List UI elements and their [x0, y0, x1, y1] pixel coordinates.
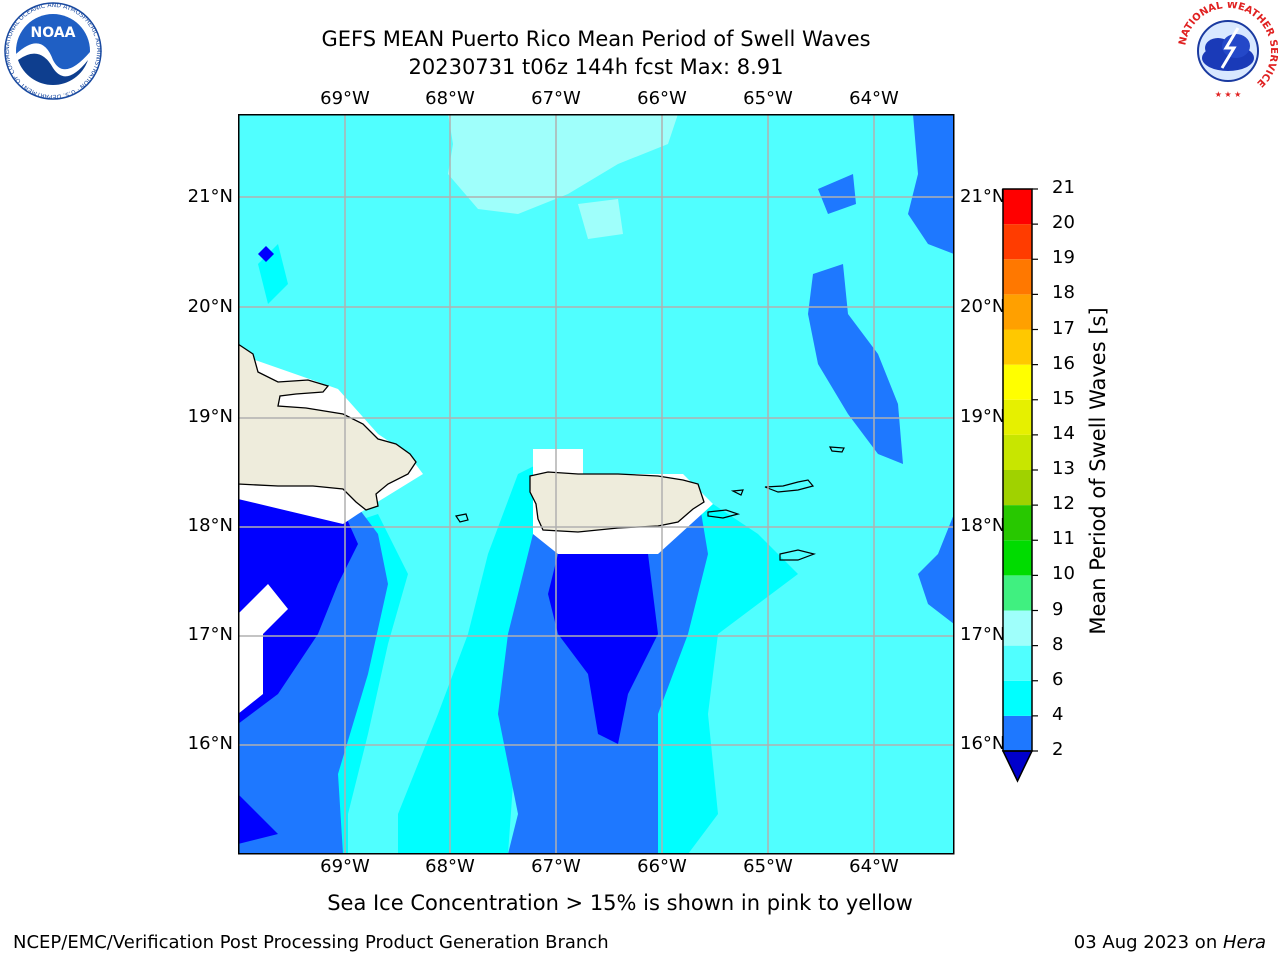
field-under2-southwest	[238, 499, 358, 724]
colorbar-segment	[1003, 434, 1032, 470]
lon-label-bottom: 68°W	[425, 856, 475, 877]
lon-label-top: 68°W	[425, 88, 475, 109]
lon-label-top: 65°W	[743, 88, 793, 109]
land-hispaniola	[238, 343, 417, 511]
colorbar-tick-label: 12	[1052, 493, 1075, 515]
colorbar-tick-label: 14	[1052, 422, 1075, 444]
colorbar-segment	[1003, 189, 1032, 225]
nws-logo: NATIONAL WEATHER SERVICE ★ ★ ★	[1178, 2, 1278, 99]
lat-label-right: 20°N	[960, 296, 1006, 317]
colorbar-tick-label: 6	[1052, 668, 1064, 690]
lon-label-bottom: 69°W	[320, 856, 370, 877]
lon-label-bottom: 65°W	[743, 856, 793, 877]
lat-label-left: 17°N	[187, 624, 233, 645]
chart-subtitle: 20230731 t06z 144h fcst Max: 8.91	[408, 55, 784, 79]
island-anegada	[828, 446, 845, 453]
colorbar-tick-label: 17	[1052, 317, 1075, 339]
lat-label-right: 17°N	[960, 624, 1006, 645]
field-8-9-north2	[578, 199, 623, 239]
land-puerto-rico	[529, 471, 705, 533]
colorbar-segment	[1003, 575, 1032, 611]
chart-title: GEFS MEAN Puerto Rico Mean Period of Swe…	[321, 27, 871, 51]
lat-label-right: 16°N	[960, 733, 1006, 754]
island-stcroix	[779, 549, 817, 561]
field-2-4-east-band	[808, 264, 903, 464]
island-mona	[455, 513, 469, 523]
colorbar-tick-label: 18	[1052, 282, 1075, 304]
footer-host: Hera	[1222, 932, 1266, 953]
lon-label-bottom: 67°W	[531, 856, 581, 877]
island-vieques	[707, 509, 741, 519]
swell-period-map	[238, 114, 955, 855]
field-8-9-north	[448, 114, 678, 214]
lat-label-right: 18°N	[960, 515, 1006, 536]
colorbar-segment	[1003, 540, 1032, 576]
colorbar	[1001, 188, 1038, 783]
field-under2-nw-dot	[258, 246, 274, 262]
map-frame	[238, 114, 955, 855]
field-2-4-northeast	[908, 114, 954, 254]
footer-credit: NCEP/EMC/Verification Post Processing Pr…	[13, 932, 609, 953]
svg-text:★ ★ ★: ★ ★ ★	[1215, 90, 1242, 99]
island-virgin-2	[764, 479, 815, 493]
colorbar-tick-label: 16	[1052, 352, 1075, 374]
colorbar-tick-label: 19	[1052, 247, 1075, 269]
lon-label-bottom: 64°W	[849, 856, 899, 877]
lon-label-bottom: 66°W	[637, 856, 687, 877]
field-2-4-east-edge	[918, 514, 954, 624]
colorbar-tick-label: 13	[1052, 458, 1075, 479]
colorbar-segment	[1003, 259, 1032, 295]
noaa-logo: NATIONAL OCEANIC AND ATMOSPHERIC ADMINIS…	[2, 2, 102, 100]
colorbar-segment	[1003, 680, 1032, 716]
colorbar-tick-label: 2	[1052, 739, 1064, 760]
colorbar-tick-label: 4	[1052, 703, 1064, 725]
lat-label-left: 16°N	[187, 733, 233, 754]
field-2-4-ne-small	[818, 174, 856, 214]
colorbar-tick-label: 10	[1052, 563, 1075, 585]
graticule	[238, 114, 954, 854]
lat-label-right: 19°N	[960, 406, 1006, 427]
colorbar-tick-label: 11	[1052, 528, 1075, 550]
colorbar-segment	[1003, 505, 1032, 541]
colorbar-segment	[1003, 224, 1032, 260]
footer-date-text: 03 Aug 2023 on	[1073, 932, 1223, 953]
colorbar-segment	[1003, 364, 1032, 400]
lon-label-top: 66°W	[637, 88, 687, 109]
lon-label-top: 64°W	[849, 88, 899, 109]
lat-label-right: 21°N	[960, 186, 1006, 207]
lat-label-left: 21°N	[187, 186, 233, 207]
colorbar-tick-label: 15	[1052, 387, 1075, 409]
colorbar-segment	[1003, 399, 1032, 435]
ice-note: Sea Ice Concentration > 15% is shown in …	[327, 891, 913, 915]
colorbar-tick-label: 8	[1052, 633, 1064, 655]
field-under2-south	[548, 554, 658, 744]
colorbar-segment	[1003, 470, 1032, 506]
island-virgin-1	[730, 489, 744, 496]
field-under2-sw-corner	[238, 794, 278, 844]
colorbar-segment	[1003, 329, 1032, 365]
field-4-6-central	[398, 454, 568, 854]
lon-label-top: 67°W	[531, 88, 581, 109]
lat-label-left: 18°N	[187, 515, 233, 536]
colorbar-segment	[1003, 715, 1032, 751]
lat-label-left: 19°N	[187, 406, 233, 427]
colorbar-under-triangle	[1001, 750, 1034, 783]
colorbar-segment	[1003, 645, 1032, 681]
noaa-logo-text: NOAA	[31, 25, 76, 41]
lat-label-left: 20°N	[187, 296, 233, 317]
colorbar-tick-label: 9	[1052, 598, 1064, 620]
colorbar-segment	[1003, 294, 1032, 330]
land-mask-sw	[238, 584, 288, 714]
lon-label-top: 69°W	[320, 88, 370, 109]
colorbar-tick-label: 21	[1052, 177, 1075, 198]
footer-date: 03 Aug 2023 on Hera	[1074, 932, 1266, 953]
colorbar-segment	[1003, 610, 1032, 646]
colorbar-title: Mean Period of Swell Waves [s]	[1086, 307, 1110, 635]
colorbar-tick-label: 20	[1052, 212, 1075, 234]
